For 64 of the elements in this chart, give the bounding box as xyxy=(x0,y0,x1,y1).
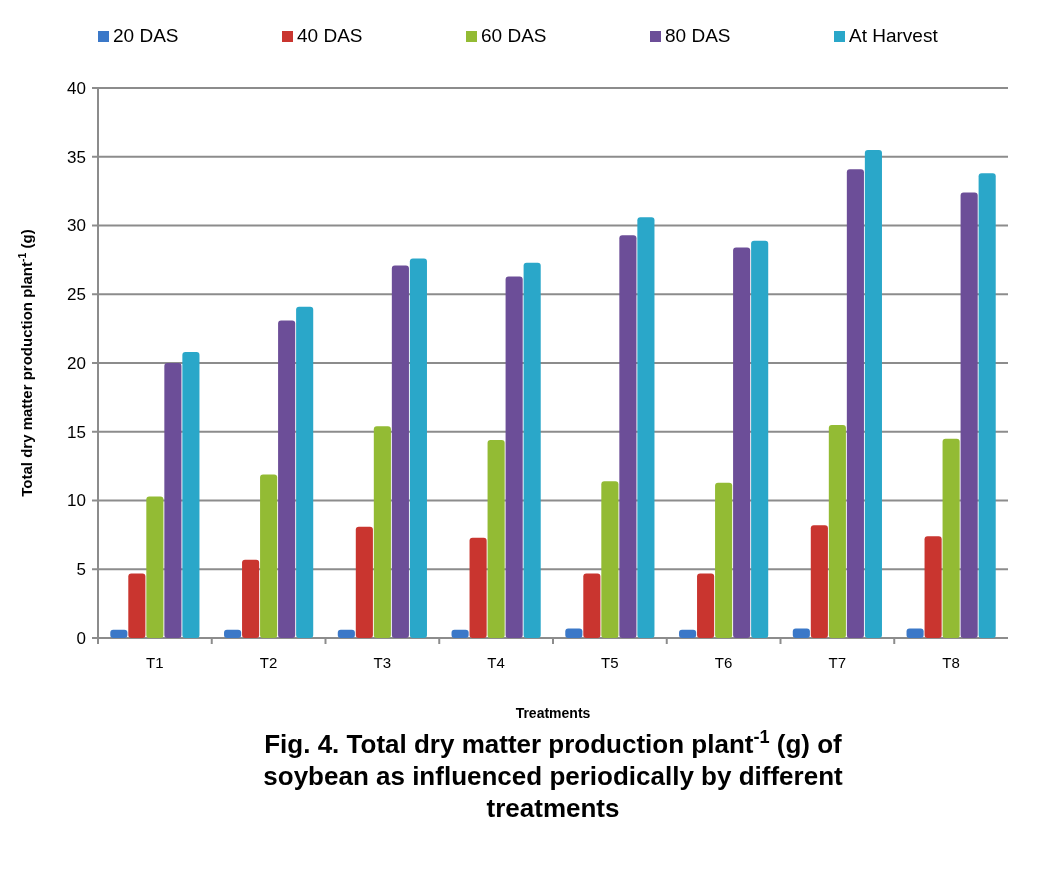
bar xyxy=(733,247,751,638)
x-axis-title: Treatments xyxy=(515,705,591,721)
bar xyxy=(164,363,182,638)
bar xyxy=(128,573,146,638)
y-tick-label: 0 xyxy=(76,628,86,648)
legend-label: 60 DAS xyxy=(481,25,547,46)
bar xyxy=(409,258,427,638)
bar xyxy=(792,628,810,638)
y-tick-label: 40 xyxy=(67,78,86,98)
bar xyxy=(505,276,523,638)
x-tick-label: T5 xyxy=(601,654,619,671)
legend-label: 20 DAS xyxy=(113,25,179,46)
y-tick-label: 5 xyxy=(76,560,86,580)
bar xyxy=(242,559,260,638)
bar xyxy=(906,628,924,638)
y-tick-label: 15 xyxy=(67,422,86,442)
bar xyxy=(278,320,296,638)
bar xyxy=(601,481,619,638)
x-tick-label: T1 xyxy=(146,654,164,671)
y-tick-label: 30 xyxy=(67,216,86,236)
bar xyxy=(355,526,373,638)
bar xyxy=(110,629,128,638)
bar xyxy=(846,169,864,638)
x-tick-label: T4 xyxy=(487,654,505,671)
bar xyxy=(810,525,828,638)
y-tick-label: 35 xyxy=(67,147,86,167)
bar xyxy=(978,173,996,638)
bar xyxy=(451,629,469,638)
bar xyxy=(391,265,409,638)
x-tick-label: T6 xyxy=(714,654,733,671)
bar xyxy=(960,192,978,638)
bar xyxy=(637,217,655,638)
bar xyxy=(828,424,846,638)
bar xyxy=(373,426,391,638)
bar xyxy=(942,438,960,638)
bar xyxy=(619,235,637,638)
x-tick-label: T7 xyxy=(828,654,847,671)
bar xyxy=(469,537,487,638)
bar xyxy=(182,352,200,638)
bar xyxy=(523,262,541,638)
y-tick-label: 25 xyxy=(67,285,86,305)
bar xyxy=(296,306,314,638)
x-tick-label: T8 xyxy=(942,654,960,671)
bar xyxy=(715,482,733,638)
bar xyxy=(864,149,882,638)
bar xyxy=(751,240,769,638)
y-tick-label: 10 xyxy=(67,491,86,511)
legend-label: 40 DAS xyxy=(297,25,363,46)
bar xyxy=(260,474,278,638)
bar xyxy=(924,536,942,638)
bar xyxy=(487,440,505,638)
bar xyxy=(146,496,164,638)
text: Fig. 4. Total dry matter production plant$^{-1}$ (g) of soybean as influenced periodically by different treatments xyxy=(263,727,844,823)
bar xyxy=(583,573,601,638)
legend-label: At Harvest xyxy=(849,25,939,46)
x-tick-label: T3 xyxy=(373,654,392,671)
y-tick-label: 20 xyxy=(67,353,86,373)
x-tick-label: T2 xyxy=(259,654,278,671)
bar xyxy=(224,629,242,638)
bar xyxy=(565,628,583,638)
bar xyxy=(697,573,715,638)
legend-label: 80 DAS xyxy=(665,25,731,46)
bar xyxy=(337,629,355,638)
bar xyxy=(679,629,697,638)
